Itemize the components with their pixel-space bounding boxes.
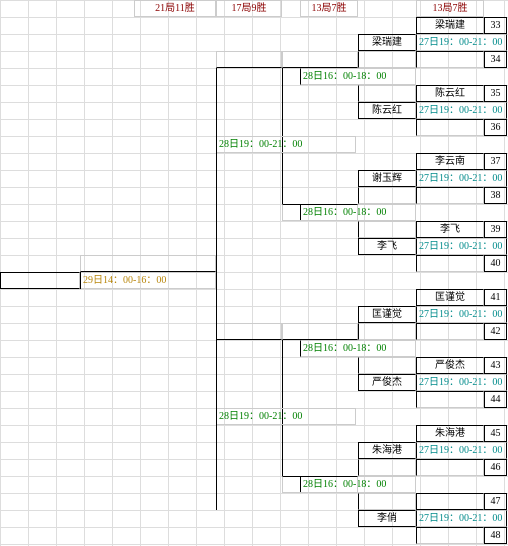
seed-45: 45 [484, 425, 507, 442]
seed-38: 38 [484, 187, 507, 204]
p2-42 [416, 323, 484, 340]
q5-time: 28日16：00-18：00 [300, 340, 416, 357]
t-45: 27日19：00-21：00 [416, 442, 507, 459]
q4-winner: 李飞 [358, 238, 416, 255]
q7-conn1 [358, 459, 416, 476]
q1-conn1 [358, 51, 416, 68]
seed-35: 35 [484, 85, 507, 102]
final-time: 29日14：00-16：00 [80, 272, 216, 289]
p2-36 [416, 119, 484, 136]
q7-winner: 朱海港 [358, 442, 416, 459]
s2-time: 28日19：00-21：00 [216, 408, 356, 425]
t-47: 27日19：00-21：00 [416, 510, 507, 527]
final-top-h [80, 255, 216, 272]
hdr-17: 17局9胜 [216, 0, 282, 17]
q1-time: 28日16：00-18：00 [300, 68, 416, 85]
q3-winner: 谢玉辉 [358, 170, 416, 187]
t-33: 27日19：00-21：00 [416, 34, 507, 51]
p1-35: 陈云红 [416, 85, 484, 102]
seed-48: 48 [484, 527, 507, 544]
seed-47: 47 [484, 493, 507, 510]
p2-44 [416, 391, 484, 408]
seed-46: 46 [484, 459, 507, 476]
q5-winner: 匡谨觉 [358, 306, 416, 323]
s1-bot [282, 204, 358, 221]
s2-top [282, 323, 358, 340]
q2-winner: 陈云红 [358, 102, 416, 119]
final-out [0, 272, 80, 289]
hdr-21: 21局11胜 [134, 0, 216, 17]
sf-top-h [216, 51, 282, 68]
s1-top [282, 51, 358, 68]
p2-34 [416, 51, 484, 68]
q5-conn2 [358, 357, 416, 374]
q3-conn1 [358, 187, 416, 204]
p2-46 [416, 459, 484, 476]
t-43: 27日19：00-21：00 [416, 374, 507, 391]
seed-42: 42 [484, 323, 507, 340]
p1-33: 梁瑞建 [416, 17, 484, 34]
seed-41: 41 [484, 289, 507, 306]
p2-48 [416, 527, 484, 544]
t-35: 27日19：00-21：00 [416, 102, 507, 119]
p1-39: 李飞 [416, 221, 484, 238]
seed-33: 33 [484, 17, 507, 34]
p1-47 [416, 493, 484, 510]
q8-winner: 李俏 [358, 510, 416, 527]
q1-conn2 [358, 85, 416, 102]
seed-40: 40 [484, 255, 507, 272]
sf-top-v [216, 68, 226, 272]
q7-conn2 [358, 493, 416, 510]
seed-34: 34 [484, 51, 507, 68]
q6-winner: 严俊杰 [358, 374, 416, 391]
seed-37: 37 [484, 153, 507, 170]
seed-39: 39 [484, 221, 507, 238]
q1-winner: 梁瑞建 [358, 34, 416, 51]
p1-37: 李云南 [416, 153, 484, 170]
hdr-13b: 13局7胜 [416, 0, 484, 17]
p1-43: 严俊杰 [416, 357, 484, 374]
p2-40 [416, 255, 484, 272]
t-41: 27日19：00-21：00 [416, 306, 507, 323]
t-39: 27日19：00-21：00 [416, 238, 507, 255]
seed-44: 44 [484, 391, 507, 408]
q5-conn1 [358, 323, 416, 340]
final-v [80, 272, 90, 289]
p1-45: 朱海港 [416, 425, 484, 442]
sf-bot-v1 [216, 272, 226, 340]
bracket-sheet: 21局11胜 17局9胜 13局7胜 13局7胜 梁瑞建 33 27日19：00… [0, 0, 508, 546]
p2-38 [416, 187, 484, 204]
p1-41: 匡谨觉 [416, 289, 484, 306]
t-37: 27日19：00-21：00 [416, 170, 507, 187]
sf-bot-v2 [216, 340, 226, 510]
seed-43: 43 [484, 357, 507, 374]
hdr-13a: 13局7胜 [300, 0, 358, 17]
q3-conn2 [358, 221, 416, 238]
s2-bot [282, 476, 358, 493]
seed-36: 36 [484, 119, 507, 136]
s1-time: 28日19：00-21：00 [216, 136, 356, 153]
